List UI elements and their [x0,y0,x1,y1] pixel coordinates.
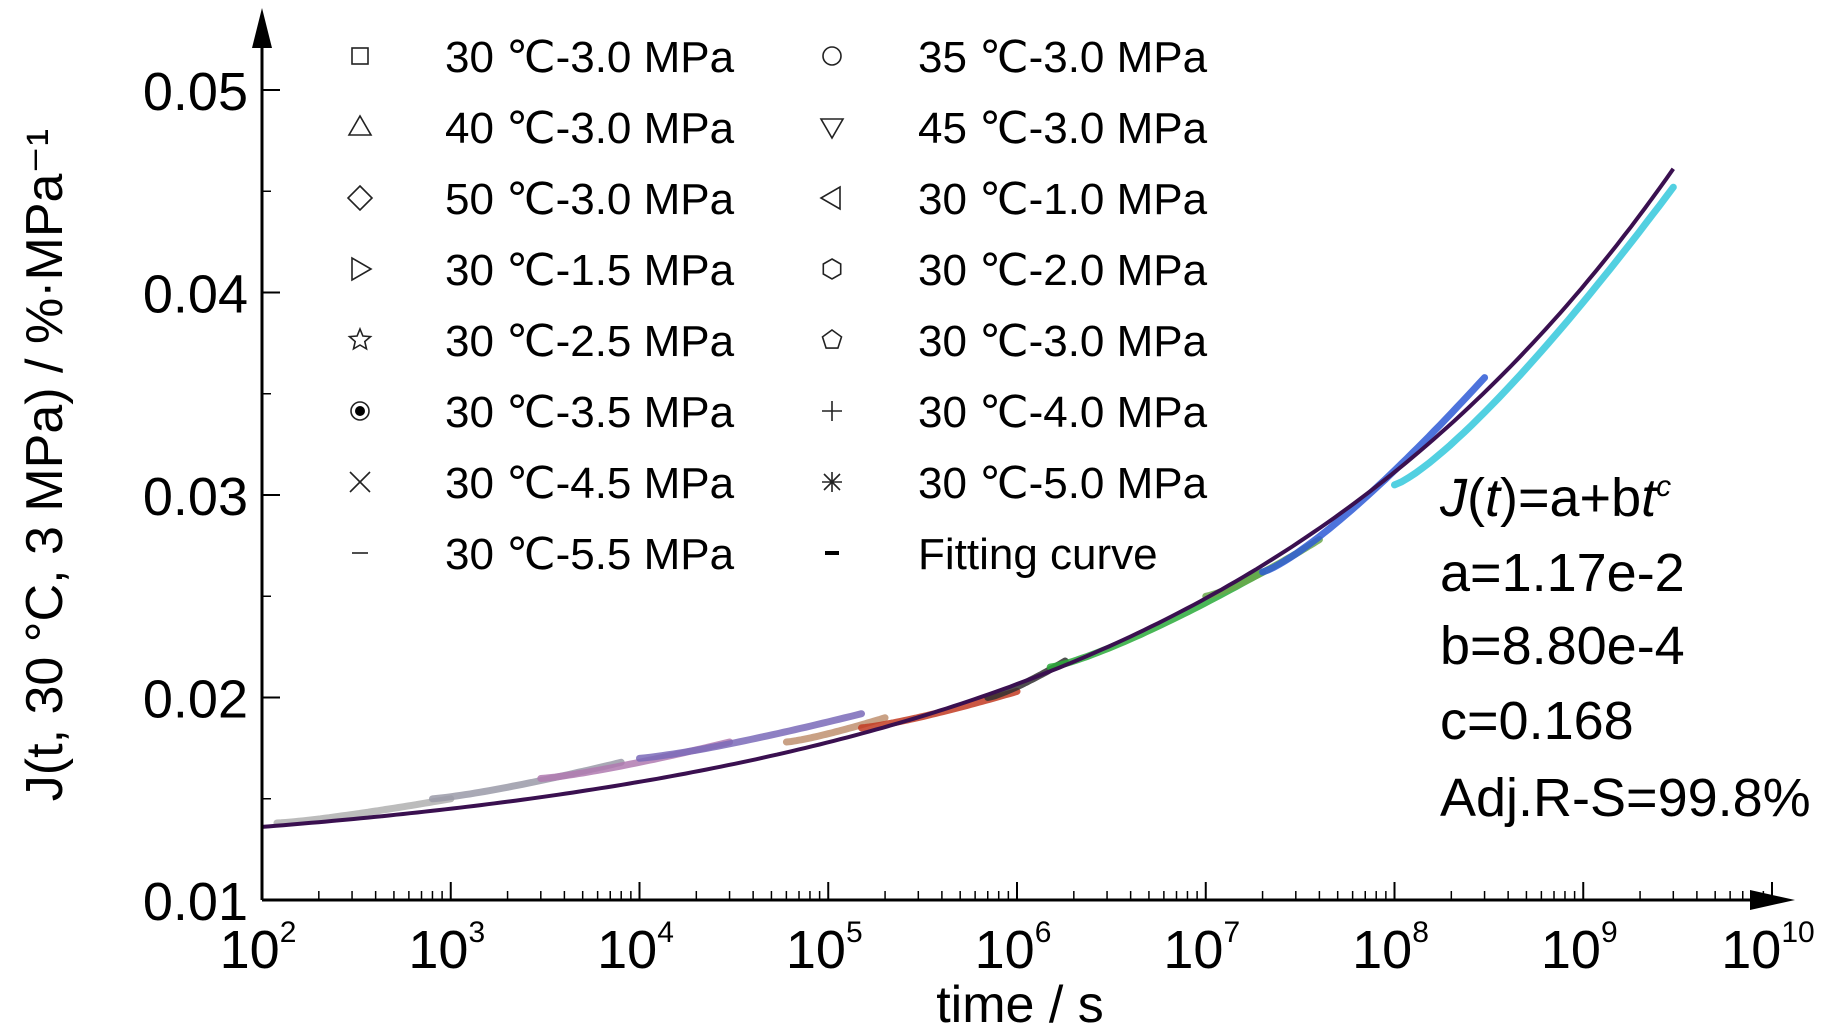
legend-item: Fitting curve [825,530,1158,579]
data-series-band [782,714,889,746]
x-tick-base: 10 [1352,920,1412,980]
legend-marker-dot [355,406,365,416]
x-tick-base: 10 [220,920,280,980]
x-tick-label: 105 [786,916,863,980]
legend-marker-triangle-down [819,118,845,140]
fit-param-c: c=0.168 [1440,691,1634,751]
legend-marker-asterisk [823,473,841,491]
legend-marker-triangle-left [819,185,841,211]
legend-item: 30 ℃-4.5 MPa [349,459,735,508]
y-tick-label: 0.03 [143,467,248,527]
x-tick-base: 10 [1163,920,1223,980]
y-tick-label: 0.01 [143,872,248,932]
legend-item: 30 ℃-3.5 MPa [350,388,735,437]
data-series-band [273,795,455,827]
x-tick-exponent: 8 [1412,916,1429,949]
y-tick-label: 0.05 [143,62,248,122]
legend-item: 30 ℃-3.0 MPa [821,317,1208,366]
y-axis-arrow [252,8,272,48]
fit-annotation: J(t)=a+btc a=1.17e-2 b=8.80e-4 c=0.168 A… [1439,468,1811,828]
legend-label: 30 ℃-5.0 MPa [918,459,1208,508]
y-axis-ticks [262,89,280,901]
legend-label: 40 ℃-3.0 MPa [445,104,735,153]
legend-label: 30 ℃-4.5 MPa [445,459,735,508]
legend-marker-triangle-right [351,256,373,282]
x-axis-ticks [261,882,1773,900]
legend: 30 ℃-3.0 MPa 35 ℃-3.0 MPa 40 ℃-3.0 MPa 45 ℃… [346,33,1208,579]
x-tick-base: 10 [408,920,468,980]
x-tick-exponent: 5 [846,916,863,949]
x-tick-label: 104 [597,916,674,980]
legend-item: 30 ℃-1.0 MPa [819,175,1208,224]
x-tick-exponent: 7 [1223,916,1240,949]
legend-label: 35 ℃-3.0 MPa [918,33,1208,82]
data-series-band [1391,183,1677,489]
x-tick-exponent: 2 [280,916,297,949]
legend-item: 40 ℃-3.0 MPa [347,104,735,153]
legend-label: 50 ℃-3.0 MPa [445,175,735,224]
legend-item: 30 ℃-2.5 MPa [347,317,735,366]
legend-label: 30 ℃-1.5 MPa [445,246,735,295]
legend-label: 30 ℃-2.5 MPa [445,317,735,366]
legend-marker-triangle-up [347,114,373,136]
legend-item: 30 ℃-5.0 MPa [822,459,1208,508]
x-tick-base: 10 [1721,920,1781,980]
legend-item: 30 ℃-2.0 MPa [822,246,1208,295]
x-tick-label: 107 [1163,916,1240,980]
y-axis-title: J(t, 30 °C, 3 MPa) / %·MPa⁻¹ [16,129,74,801]
legend-marker-star [347,326,373,351]
legend-marker-circle [822,46,842,66]
legend-label: 30 ℃-3.0 MPa [918,317,1208,366]
legend-label: 30 ℃-3.0 MPa [445,33,735,82]
data-series-band [636,710,865,762]
x-axis-title: time / s [936,976,1104,1033]
legend-item: 35 ℃-3.0 MPa [822,33,1208,82]
x-tick-label: 109 [1541,916,1618,980]
x-tick-base: 10 [1541,920,1601,980]
legend-label: 30 ℃-2.0 MPa [918,246,1208,295]
x-tick-label: 1010 [1721,916,1814,980]
fitting-curve [261,167,1675,829]
x-tick-label: 106 [975,916,1052,980]
x-tick-label: 102 [220,916,297,980]
legend-item: 45 ℃-3.0 MPa [819,104,1208,153]
x-tick-base: 10 [786,920,846,980]
fit-param-a: a=1.17e-2 [1440,543,1685,603]
legend-label: Fitting curve [918,530,1158,579]
x-tick-base: 10 [597,920,657,980]
legend-item: 50 ℃-3.0 MPa [346,175,735,224]
x-tick-exponent: 10 [1781,916,1814,949]
fit-param-b: b=8.80e-4 [1440,616,1685,676]
legend-label: 45 ℃-3.0 MPa [918,104,1208,153]
legend-item: 30 ℃-5.5 MPa [352,530,735,579]
y-tick-labels: 0.01 0.02 0.03 0.04 0.05 [143,62,248,932]
legend-marker-pentagon [821,329,843,349]
x-tick-exponent: 6 [1035,916,1052,949]
x-tick-exponent: 9 [1601,916,1618,949]
x-tick-exponent: 3 [468,916,485,949]
legend-marker-hexagon [822,258,842,280]
legend-label: 30 ℃-5.5 MPa [445,530,735,579]
fit-adj-r-square: Adj.R-S=99.8% [1440,768,1811,828]
legend-marker-cross [349,471,371,493]
x-tick-exponent: 4 [657,916,674,949]
legend-item: 30 ℃-1.5 MPa [351,246,735,295]
x-tick-label: 108 [1352,916,1429,980]
y-tick-label: 0.02 [143,670,248,730]
x-tick-label: 103 [408,916,485,980]
x-tick-labels: 102 103 104 105 106 107 108 109 1010 [220,916,1815,980]
legend-item: 30 ℃-3.0 MPa [351,33,735,82]
legend-label: 30 ℃-1.0 MPa [918,175,1208,224]
fit-equation: J(t)=a+btc [1439,468,1671,528]
legend-marker-diamond [346,184,374,212]
legend-label: 30 ℃-3.5 MPa [445,388,735,437]
y-tick-label: 0.04 [143,265,248,325]
legend-label: 30 ℃-4.0 MPa [918,388,1208,437]
legend-marker-dotted-circle [350,401,370,421]
legend-marker-square [351,47,369,65]
legend-item: 30 ℃-4.0 MPa [822,388,1208,437]
x-tick-base: 10 [975,920,1035,980]
